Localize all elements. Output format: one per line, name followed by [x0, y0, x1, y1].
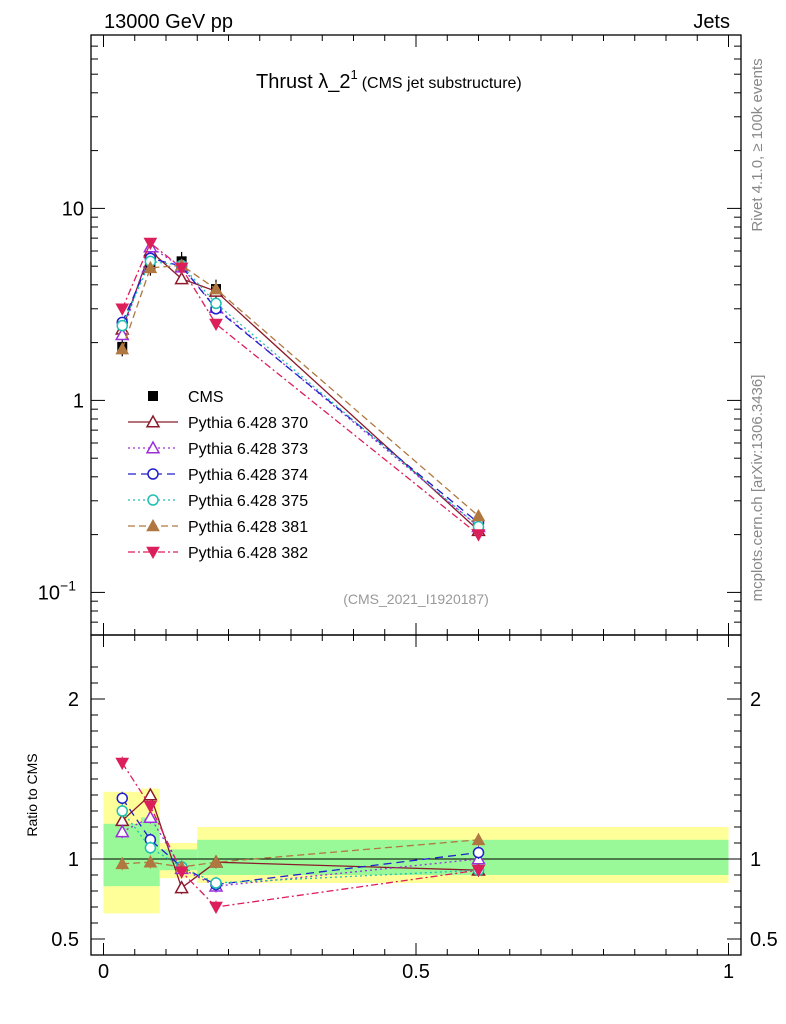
chart-title-sup: 1 [350, 67, 357, 82]
legend-label: Pythia 6.428 381 [188, 519, 308, 536]
legend: CMS Pythia 6.428 370 Pythia 6.428 373 Pythi… [128, 389, 308, 562]
series-point [115, 342, 130, 355]
legend-item: Pythia 6.428 381 [128, 518, 308, 536]
ratio-point [143, 855, 158, 868]
ratio-point [144, 842, 157, 854]
legend-label: Pythia 6.428 370 [188, 415, 308, 432]
series-point [471, 508, 486, 522]
series-layer [114, 237, 486, 915]
chart-title: Thrust λ_21 (CMS jet substructure) [256, 67, 522, 93]
ratio-point [115, 757, 130, 771]
series-point [115, 303, 130, 316]
ratio-point [471, 832, 486, 846]
legend-marker [147, 494, 159, 506]
series-point [174, 271, 189, 285]
ratio-point [210, 877, 222, 889]
legend-marker [145, 414, 161, 428]
x-tick-label: 1 [723, 961, 734, 983]
legend-marker [146, 546, 160, 560]
legend-item: Pythia 6.428 370 [128, 414, 308, 432]
ratio-y-tick-label-right: 0.5 [750, 929, 778, 951]
series-point [174, 262, 189, 275]
legend-item: Pythia 6.428 373 [128, 440, 308, 458]
series-pythia-6-428-382 [115, 237, 486, 915]
legend-item: Pythia 6.428 382 [128, 545, 308, 562]
legend-marker [148, 391, 158, 401]
legend-marker [145, 440, 161, 454]
series-point [471, 529, 486, 542]
series-point [143, 237, 158, 251]
ratio-y-tick-label-left: 2 [68, 689, 79, 711]
legend-marker [146, 518, 160, 532]
y-tick-label: 10 [62, 198, 84, 220]
ratio-point [115, 856, 130, 870]
legend-label: Pythia 6.428 375 [188, 493, 308, 510]
x-tick-label: 0.5 [402, 961, 430, 983]
ratio-point [116, 805, 128, 817]
x-tick-label: 0 [98, 961, 109, 983]
mcplots-label: mcplots.cern.ch [arXiv:1306.3436] [749, 375, 766, 602]
ratio-point [471, 864, 486, 878]
legend-label: Pythia 6.428 374 [188, 467, 308, 484]
series-point [210, 297, 222, 310]
legend-label: CMS [188, 389, 224, 406]
header-energy-label: 13000 GeV pp [104, 11, 233, 33]
ratio-point [143, 800, 158, 814]
ratio-ylabel: Ratio to CMS [24, 753, 40, 836]
ratio-y-tick-label-left: 0.5 [51, 929, 79, 951]
ratio-point [209, 901, 223, 915]
series-line-main [121, 264, 479, 517]
ratio-point [116, 792, 128, 804]
legend-item: Pythia 6.428 374 [128, 467, 308, 484]
ratio-point [174, 880, 189, 894]
series-point [114, 327, 130, 341]
series-point [143, 260, 158, 274]
ratio-y-tick-label-right: 2 [750, 689, 761, 711]
ratio-y-tick-label-right: 1 [750, 849, 761, 871]
ratio-band-inner [197, 839, 229, 875]
legend-marker [147, 468, 159, 480]
legend-label: Pythia 6.428 373 [188, 441, 308, 458]
ratio-point [174, 866, 189, 879]
chart-subtitle: (CMS jet substructure) [362, 75, 522, 92]
y-tick-label-base: 10 [38, 582, 60, 604]
ratio-point [143, 809, 158, 823]
y-tick-label-exp: −1 [60, 577, 76, 593]
series-point [209, 282, 223, 295]
series-line-main [121, 257, 479, 524]
ratio-point [472, 846, 485, 859]
ratio-y-tick-label-left: 1 [68, 849, 79, 871]
legend-label: Pythia 6.428 382 [188, 545, 308, 562]
legend-item: CMS [148, 389, 224, 406]
series-point [209, 318, 223, 332]
chart-title-main: Thrust λ_2 [256, 71, 350, 93]
rivet-version-label: Rivet 4.1.0, ≥ 100k events [749, 58, 766, 231]
y-tick-label: 1 [73, 390, 84, 412]
legend-item: Pythia 6.428 375 [128, 493, 308, 510]
y-tick-label: 10−1 [38, 577, 76, 604]
series-line-ratio [121, 810, 479, 884]
series-line-main [121, 245, 479, 528]
ratio-point [209, 855, 223, 868]
ratio-point [114, 824, 130, 838]
series-point [116, 319, 128, 332]
header-category-label: Jets [693, 11, 730, 33]
analysis-label: (CMS_2021_I1920187) [343, 591, 489, 607]
